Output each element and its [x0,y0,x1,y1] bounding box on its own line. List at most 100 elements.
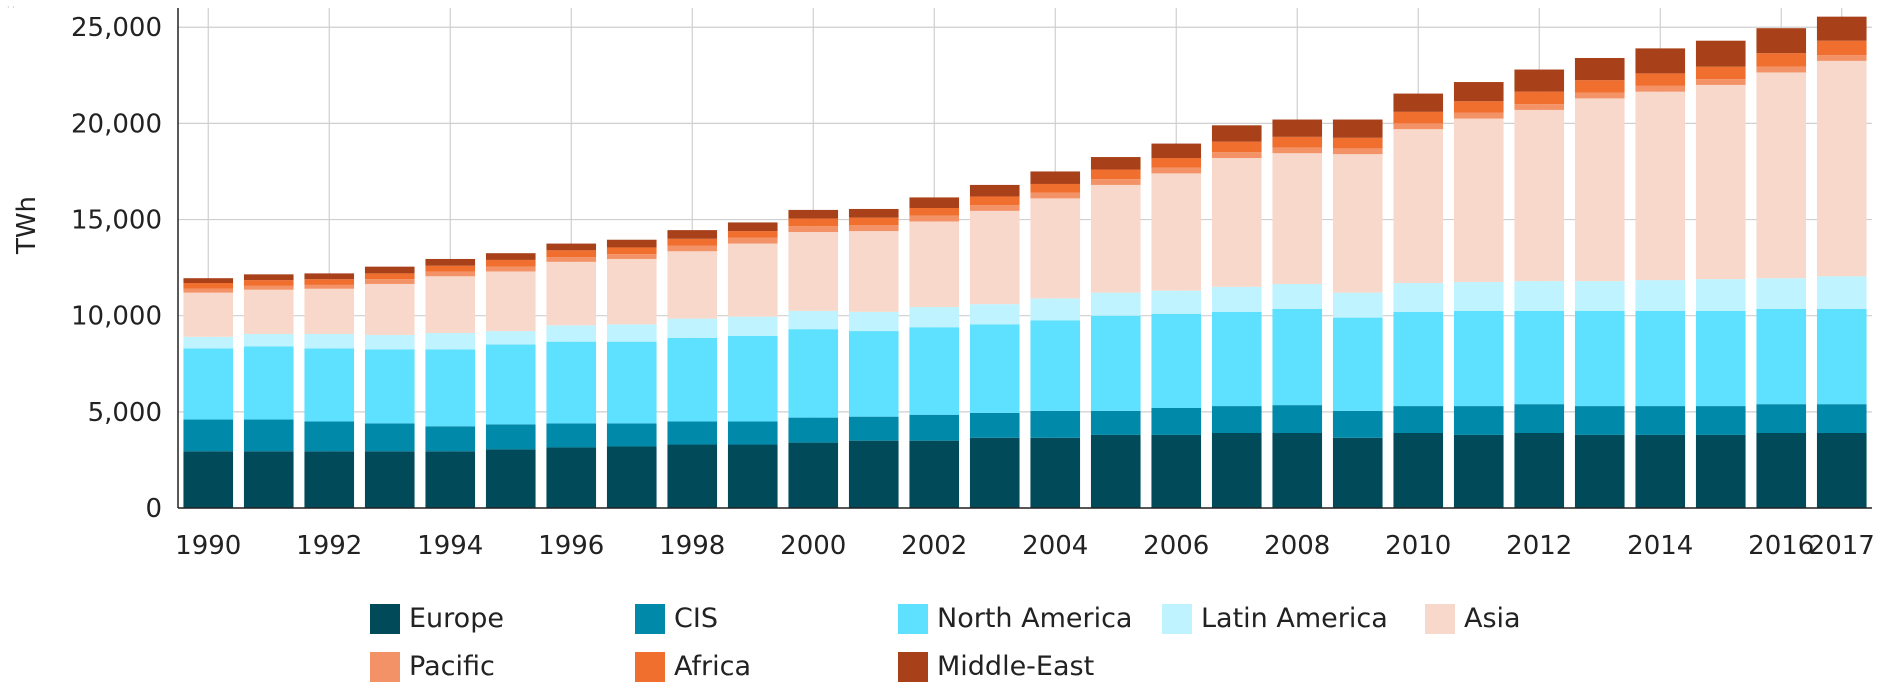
bar-segment [909,197,960,208]
bar-segment [1453,112,1504,119]
bar-segment [1332,410,1383,438]
bar-segment [1090,292,1141,316]
bar-segment [1635,73,1686,86]
legend-label: North America [937,603,1133,634]
bar-segment [485,253,536,260]
bar-segment [606,324,657,342]
bar-segment [909,307,960,328]
legend-label: CIS [674,603,718,634]
x-tick-label: 2012 [1506,531,1572,561]
bar-segment [1816,308,1867,405]
bar-segment [304,284,355,289]
bar-segment [1635,48,1686,74]
bar-segment [1695,66,1746,80]
y-tick-label: 0 [145,494,162,524]
bar-segment [1695,40,1746,67]
bar-segment [1695,279,1746,311]
bar-segment [667,238,718,246]
legend-item: Latin America [1162,603,1388,634]
bar-segment [1756,308,1807,405]
bar-segment [909,440,960,508]
bar-segment [304,348,355,422]
bar-segment [727,237,778,244]
bar-segment [425,265,476,272]
bar-segment [1695,310,1746,407]
bar-segment [364,423,415,452]
x-tick-label: 2016 [1748,531,1814,561]
bar-segment [1393,129,1444,283]
bar-segment [788,209,839,219]
bar-segment [969,205,1020,211]
bar-segment [1393,111,1444,124]
bar-segment [304,288,355,334]
bar-segment [606,239,657,248]
bar-segment [364,283,415,335]
bar-segment [183,283,234,289]
bar-segment [1211,158,1262,287]
bar-segment [364,349,415,424]
bar-segment [1514,281,1565,311]
bar-segment [425,333,476,350]
bar-segment [546,243,597,251]
bar-segment [1332,119,1383,138]
bar-segment [1272,308,1323,406]
bar-segment [788,417,839,443]
bar-segment [848,416,899,441]
bar-segment [1211,286,1262,312]
bar-segment [1030,320,1081,411]
bar-segment [848,311,899,332]
bar-segment [1816,433,1867,508]
bar-segment [1090,410,1141,435]
bar-segment [1151,313,1202,408]
bar-segment [425,276,476,333]
bar-segment [1030,410,1081,438]
legend-label: Latin America [1201,603,1388,634]
bar-segment [485,266,536,272]
bar-segment [909,327,960,415]
bar-segment [485,331,536,345]
bar-segment [1695,79,1746,85]
bar-segment [1816,404,1867,433]
bar-segment [848,208,899,218]
legend-swatch [1425,603,1455,634]
bar-segment [1272,433,1323,508]
bar-segment [425,451,476,508]
bar-segment [788,310,839,330]
bar-segment [1635,85,1686,92]
bar-segment [727,316,778,336]
bar-segment [1272,119,1323,137]
bar-segment [1574,406,1625,435]
bar-segment [1211,433,1262,508]
x-tick-label: 1992 [296,531,362,561]
legend-swatch [1162,603,1192,634]
bar-segment [909,215,960,222]
bar-segment [1453,82,1504,102]
bar-segment [304,279,355,285]
bar-segment [183,336,234,349]
legend-swatch [635,603,665,634]
bar-segment [485,424,536,450]
x-tick-label: 2000 [780,531,846,561]
bar-segment [969,184,1020,197]
bar-segment [1090,434,1141,508]
y-tick-label: 25,000 [71,13,162,43]
bar-segment [1816,60,1867,277]
bar-segment [1453,118,1504,283]
bar-segment [1393,93,1444,112]
bar-segment [546,423,597,448]
bar-segment [243,419,294,452]
y-tick-label: 10,000 [71,302,162,332]
bar-segment [1332,292,1383,318]
bar-segment [1211,152,1262,158]
bar-segment [485,259,536,267]
bar-segment [485,271,536,332]
x-tick-label: 2014 [1627,531,1693,561]
legend-item: North America [898,603,1132,634]
bar-segment [788,218,839,227]
bar-segment [1332,437,1383,508]
bar-segment [1151,434,1202,508]
bar-segment [546,261,597,326]
legend-label: Africa [674,651,752,682]
bar-segment [1514,109,1565,282]
